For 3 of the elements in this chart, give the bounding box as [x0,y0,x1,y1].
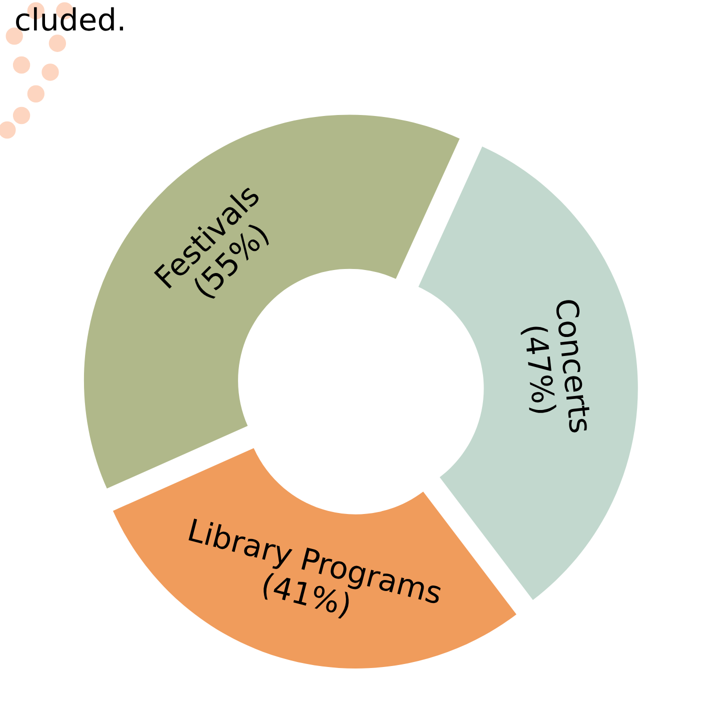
data-label: (47%) [520,325,557,414]
slice-label: Concerts [555,298,593,433]
text: cluded. [16,7,124,31]
